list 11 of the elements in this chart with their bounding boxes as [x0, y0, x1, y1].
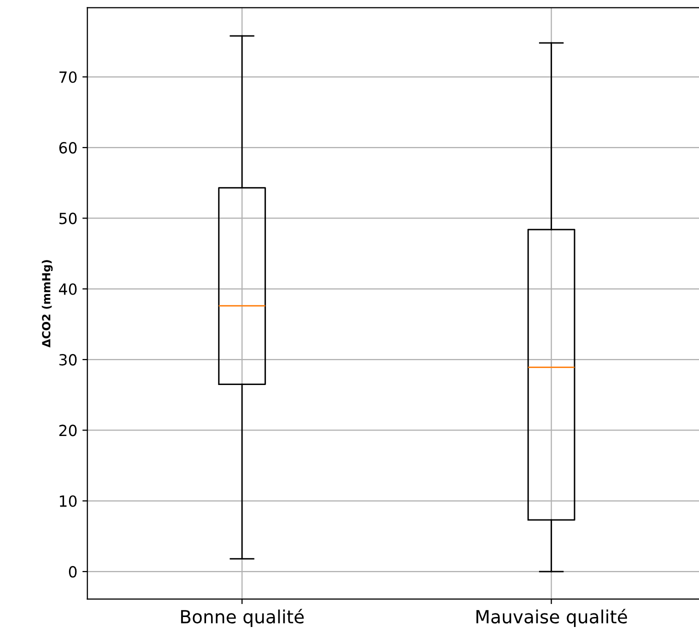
y-tick-label: 20	[59, 424, 77, 436]
x-tick-label: Mauvaise qualité	[476, 608, 628, 628]
y-tick-label: 60	[59, 142, 77, 154]
y-tick-label: 0	[68, 566, 77, 578]
y-tick-label: 70	[59, 71, 77, 83]
y-axis-title: ΔCO2 (mmHg)	[42, 260, 53, 348]
y-tick-label: 40	[58, 283, 77, 295]
y-tick-label: 30	[59, 354, 77, 366]
x-tick-label: Bonne qualité	[181, 608, 304, 628]
y-tick-label: 10	[60, 495, 77, 507]
y-tick-label: 50	[59, 212, 77, 224]
